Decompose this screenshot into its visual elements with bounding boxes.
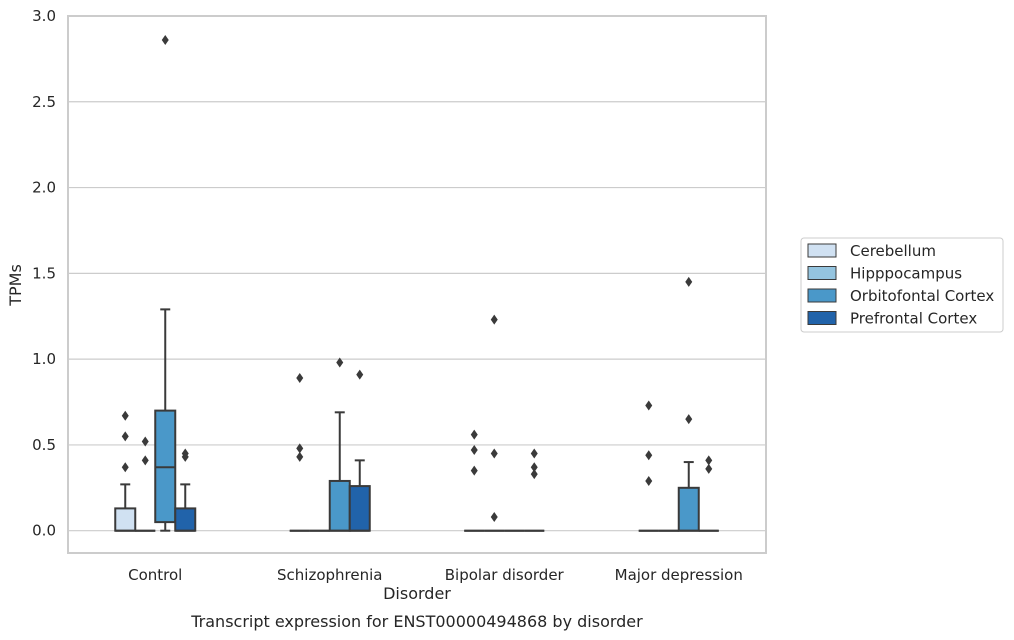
box-iqr <box>174 507 197 532</box>
outlier-point <box>530 462 538 473</box>
x-tick-label: Schizophrenia <box>277 566 382 584</box>
outlier-point <box>141 455 149 466</box>
legend-swatch <box>807 266 837 280</box>
outlier-point <box>490 448 498 459</box>
legend-frame <box>800 237 1004 333</box>
box-orbitofontal-cortex-3 <box>677 276 700 532</box>
legend-swatch <box>807 288 837 303</box>
chart-caption: Transcript expression for ENST0000049486… <box>190 612 643 631</box>
outlier-point <box>490 314 498 325</box>
y-tick-label: 2.0 <box>32 179 56 197</box>
box-prefrontal-cortex-2 <box>524 448 545 532</box>
x-axis: Control Schizophrenia Bipolar disorder Majo… <box>128 566 743 584</box>
box-orbitofontal-cortex-0 <box>154 35 177 532</box>
legend-label: Cerebellum <box>850 242 936 260</box>
box-iqr <box>677 486 700 532</box>
y-tick-label: 2.5 <box>32 93 56 111</box>
x-tick-label: Major depression <box>615 566 743 584</box>
box-series <box>114 35 719 532</box>
outlier-point <box>296 373 304 384</box>
outlier-point <box>121 410 129 421</box>
box-hipppocampus-2 <box>484 314 505 532</box>
outlier-point <box>296 443 304 454</box>
outlier-point <box>121 431 129 442</box>
outlier-point <box>161 35 169 46</box>
legend-label: Orbitofontal Cortex <box>850 287 994 305</box>
box-hipppocampus-0 <box>135 436 156 532</box>
box-prefrontal-cortex-0 <box>174 448 197 532</box>
outlier-point <box>490 511 498 522</box>
legend-swatch <box>807 311 837 325</box>
outlier-point <box>336 357 344 368</box>
box-prefrontal-cortex-3 <box>698 455 719 532</box>
legend-label: Prefrontal Cortex <box>850 310 977 328</box>
y-tick-label: 1.5 <box>32 264 56 282</box>
plot-frame <box>67 15 767 554</box>
outlier-point <box>645 475 653 486</box>
outlier-point <box>470 445 478 456</box>
outlier-point <box>296 451 304 462</box>
outlier-point <box>530 469 538 480</box>
legend-swatch <box>807 243 837 258</box>
outlier-point <box>141 436 149 447</box>
outlier-point <box>470 465 478 476</box>
box-iqr <box>348 485 371 532</box>
box-iqr <box>114 507 137 532</box>
outlier-point <box>181 448 189 459</box>
box-cerebellum-0 <box>114 410 137 532</box>
outlier-point <box>685 414 693 425</box>
y-axis: 0.0 0.5 1.0 1.5 2.0 2.5 3.0 <box>32 7 56 540</box>
box-orbitofontal-cortex-1 <box>328 357 351 532</box>
outlier-point <box>356 369 364 380</box>
outlier-point <box>470 429 478 440</box>
outlier-point <box>645 450 653 461</box>
y-tick-label: 1.0 <box>32 350 56 368</box>
box-prefrontal-cortex-1 <box>348 369 371 532</box>
outlier-point <box>530 448 538 459</box>
y-axis-label: TPMs <box>6 264 25 307</box>
x-axis-label: Disorder <box>383 584 451 603</box>
box-cerebellum-2 <box>464 429 485 532</box>
outlier-point <box>705 455 713 466</box>
outlier-point <box>645 400 653 411</box>
box-cerebellum-1 <box>289 373 310 532</box>
outlier-point <box>685 276 693 287</box>
y-tick-label: 0.0 <box>32 522 56 540</box>
box-iqr <box>328 479 351 532</box>
outlier-point <box>705 463 713 474</box>
box-cerebellum-3 <box>638 400 659 532</box>
x-tick-label: Bipolar disorder <box>445 566 565 584</box>
y-tick-label: 3.0 <box>32 7 56 25</box>
outlier-point <box>121 462 129 473</box>
legend-label: Hipppocampus <box>850 265 962 283</box>
y-tick-label: 0.5 <box>32 436 56 454</box>
x-tick-label: Control <box>128 566 182 584</box>
legend: Cerebellum Hipppocampus Orbitofontal Corte… <box>800 237 1004 333</box>
